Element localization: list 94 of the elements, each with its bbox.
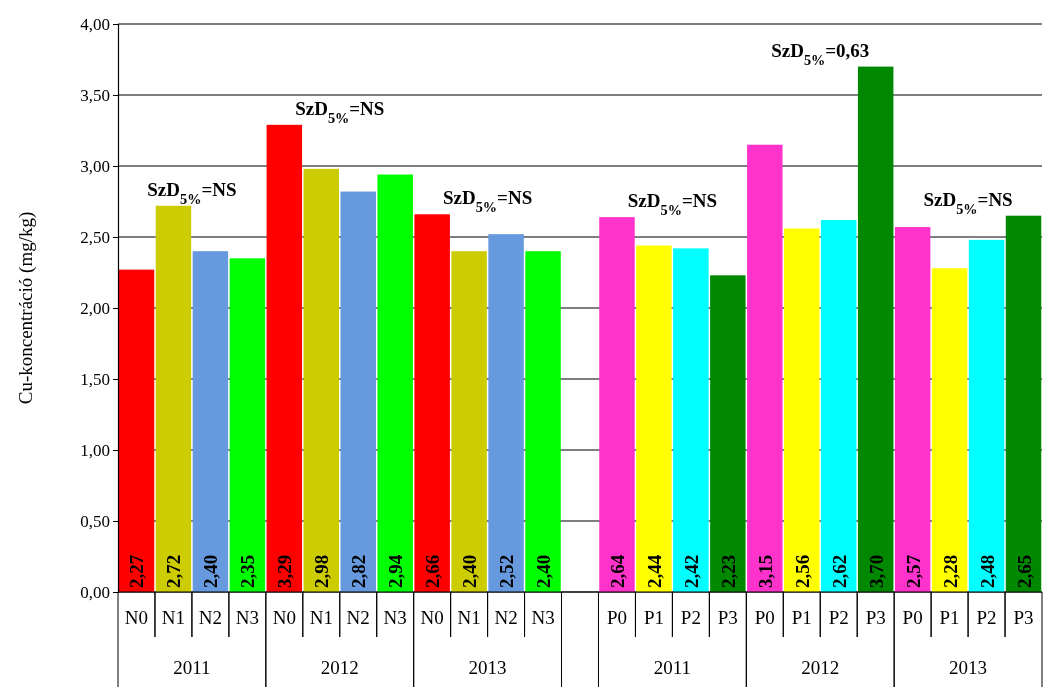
x-tick-label: P2: [680, 607, 701, 628]
text: 2011: [653, 657, 692, 678]
x-tick-label: N0: [272, 607, 296, 628]
bar: [451, 251, 487, 592]
data-label: 2,42: [680, 554, 702, 588]
x-tick-label: P3: [865, 607, 886, 628]
data-label: 3,15: [754, 554, 776, 588]
bar: [414, 214, 450, 592]
data-label: 2,94: [385, 554, 407, 588]
y-tick-label: 3,50: [80, 85, 110, 105]
bar: [857, 66, 894, 592]
data-label: 2,72: [163, 554, 185, 588]
data-label: 2,35: [237, 554, 259, 588]
y-tick-label: 0,50: [80, 511, 110, 531]
data-label: 2,57: [902, 554, 924, 588]
x-tick-label: P3: [1013, 607, 1034, 628]
y-tick-label: 2,00: [80, 298, 110, 318]
bar: [155, 205, 192, 592]
bar: [599, 217, 635, 592]
bar: [303, 168, 340, 592]
bar: [377, 174, 413, 592]
text: 2013: [468, 657, 507, 678]
x-tick-label: N3: [383, 607, 407, 628]
y-tick-label: 1,50: [80, 369, 110, 389]
annotation: SzD$_{5%}$=NS: [442, 187, 533, 216]
x-tick-label: P1: [939, 607, 960, 628]
bar: [340, 191, 376, 592]
bar: [747, 144, 783, 592]
data-label: 2,56: [791, 554, 813, 588]
y-axis-title: Cu-koncentráció (mg/kg): [15, 211, 37, 405]
text: 2012: [320, 657, 359, 678]
bar: [1005, 215, 1042, 592]
y-tick-label: 2,50: [80, 227, 110, 247]
data-label: 3,29: [274, 554, 296, 588]
data-label: 2,98: [311, 554, 333, 588]
bar: [968, 239, 1005, 592]
annotation: SzD$_{5%}$=NS: [923, 188, 1013, 217]
bar: [894, 227, 931, 592]
data-label: 2,40: [533, 554, 555, 588]
data-label: 2,62: [828, 554, 850, 588]
data-label: 2,44: [643, 554, 665, 588]
annotation: SzD$_{5%}$=0,63: [771, 39, 870, 68]
bar: [118, 269, 155, 592]
bar: [710, 275, 746, 592]
x-tick-label: N2: [494, 607, 518, 628]
annotation: SzD$_{5%}$=NS: [627, 190, 718, 219]
bar: [673, 248, 709, 592]
y-tick-label: 4,00: [80, 14, 110, 34]
bar: [820, 219, 857, 592]
x-tick-label: N3: [531, 607, 555, 628]
x-tick-label: N2: [198, 607, 223, 628]
bar: [488, 234, 524, 592]
text: 2013: [949, 657, 988, 678]
bar: [192, 251, 229, 592]
data-label: 2,40: [459, 554, 481, 588]
data-label: 2,23: [717, 554, 739, 588]
data-label: 2,40: [200, 554, 222, 588]
bar: [636, 245, 672, 592]
x-tick-label: P2: [976, 607, 997, 628]
bar: [525, 251, 561, 592]
data-label: 2,52: [496, 554, 518, 588]
x-tick-label: N1: [161, 607, 186, 628]
data-label: 3,70: [865, 554, 887, 588]
x-tick-label: N3: [235, 607, 259, 628]
bar: [784, 228, 820, 592]
x-tick-label: P0: [902, 607, 923, 628]
data-label: 2,27: [126, 554, 148, 588]
annotation: SzD$_{5%}$=NS: [147, 178, 237, 207]
x-tick-label: P2: [828, 607, 849, 628]
text: 2011: [173, 657, 211, 678]
x-tick-label: P1: [643, 607, 664, 628]
bar: [931, 268, 968, 592]
y-tick-label: 0,00: [80, 582, 110, 602]
x-tick-label: N1: [457, 607, 481, 628]
data-label: 2,66: [422, 554, 444, 588]
data-label: 2,65: [1013, 554, 1035, 588]
bar: [266, 124, 303, 592]
bar: [229, 258, 266, 592]
y-tick-label: 3,00: [80, 156, 110, 176]
x-tick-label: N2: [346, 607, 370, 628]
data-label: 2,28: [939, 554, 961, 588]
x-tick-label: N0: [124, 607, 149, 628]
data-label: 2,48: [976, 554, 998, 588]
annotation: SzD$_{5%}$=NS: [295, 97, 385, 126]
x-tick-label: N0: [420, 607, 444, 628]
y-tick-label: 1,00: [80, 440, 110, 460]
text: 2012: [801, 657, 840, 678]
data-label: 2,64: [606, 554, 628, 588]
x-tick-label: P1: [791, 607, 812, 628]
data-label: 2,82: [348, 554, 370, 588]
x-tick-label: P3: [717, 607, 738, 628]
x-tick-label: P0: [754, 607, 775, 628]
x-tick-label: P0: [606, 607, 627, 628]
x-tick-label: N1: [309, 607, 333, 628]
